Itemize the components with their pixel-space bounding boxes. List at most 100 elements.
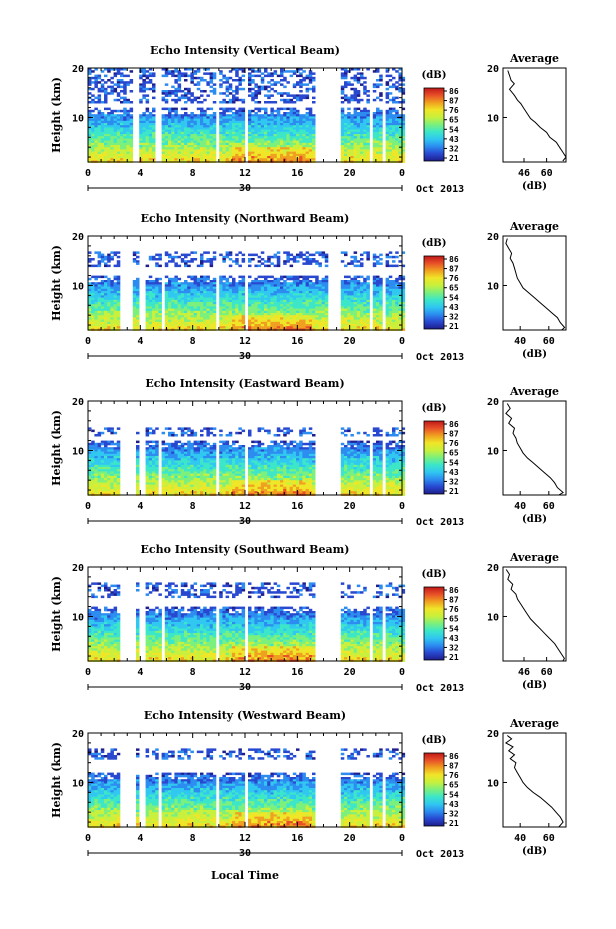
heatmap-cell: [228, 293, 233, 296]
heatmap-cell: [299, 120, 303, 124]
heatmap-cell: [308, 315, 313, 318]
heatmap-cell: [312, 125, 316, 128]
heatmap-cell: [222, 125, 226, 128]
heatmap-cell: [190, 319, 194, 323]
heatmap-cell: [302, 284, 306, 287]
heatmap-cell: [305, 295, 310, 298]
heatmap-cell: [401, 76, 406, 80]
heatmap-cell: [174, 123, 178, 126]
heatmap-cell: [184, 125, 188, 128]
heatmap-cell: [379, 79, 383, 82]
heatmap-cell: [264, 277, 268, 281]
heatmap-cell: [257, 127, 262, 130]
heatmap-cell: [136, 317, 140, 320]
heatmap-cell: [267, 156, 271, 159]
heatmap-cell: [219, 112, 223, 115]
heatmap-cell: [209, 156, 214, 159]
heatmap-cell: [91, 308, 95, 312]
heatmap-cell: [273, 313, 278, 316]
heatmap-cell: [190, 286, 194, 290]
heatmap-cell: [225, 304, 230, 307]
heatmap-cell: [187, 264, 191, 268]
heatmap-cell: [267, 315, 271, 318]
heatmap-cell: [344, 319, 348, 323]
heatmap-cell: [392, 114, 396, 117]
heatmap-cell: [222, 116, 226, 119]
heatmap-cell: [225, 321, 230, 325]
heatmap-cell: [385, 304, 390, 307]
heatmap-cell: [305, 293, 310, 296]
heatmap-cell: [257, 297, 262, 301]
heatmap-cell: [139, 114, 143, 117]
heatmap-cell: [318, 293, 322, 296]
heatmap-cell: [315, 262, 319, 265]
heatmap-cell: [318, 297, 322, 301]
heatmap-cell: [174, 315, 178, 318]
heatmap-cell: [168, 147, 172, 150]
heatmap-cell: [344, 317, 348, 320]
heatmap-cell: [174, 101, 178, 104]
heatmap-cell: [276, 262, 281, 265]
heatmap-cell: [129, 109, 134, 113]
heatmap-cell: [184, 324, 188, 327]
heatmap-cell: [292, 151, 297, 155]
heatmap-cell: [126, 81, 130, 84]
heatmap-cell: [161, 156, 166, 159]
heatmap-cell: [200, 304, 204, 307]
heatmap-cell: [161, 158, 166, 161]
heatmap-cell: [110, 131, 114, 135]
heatmap-cell: [164, 264, 169, 268]
heatmap-cell: [120, 134, 124, 137]
heatmap-cell: [136, 260, 140, 263]
heatmap-cell: [356, 153, 361, 157]
heatmap-cell: [350, 324, 354, 327]
heatmap-cell: [264, 306, 268, 309]
heatmap-cell: [276, 136, 281, 139]
heatmap-cell: [228, 321, 233, 325]
heatmap-cell: [209, 76, 214, 80]
heatmap-cell: [286, 138, 290, 141]
heatmap-cell: [289, 109, 294, 113]
heatmap-cell: [164, 83, 169, 86]
heatmap-cell: [110, 120, 114, 124]
heatmap-cell: [164, 94, 169, 97]
heatmap-cell: [228, 125, 233, 128]
heatmap-cell: [360, 127, 364, 130]
heatmap-cell: [174, 251, 178, 254]
heatmap-cell: [264, 140, 268, 144]
heatmap-cell: [260, 81, 265, 84]
heatmap-cell: [395, 286, 399, 290]
heatmap-cell: [190, 94, 194, 97]
heatmap-cell: [340, 156, 345, 159]
heatmap-cell: [113, 308, 118, 312]
heatmap-cell: [308, 145, 313, 148]
heatmap-cell: [107, 286, 111, 290]
heatmap-cell: [145, 138, 150, 141]
heatmap-cell: [206, 313, 210, 316]
heatmap-cell: [212, 284, 217, 287]
heatmap-cell: [206, 107, 210, 111]
heatmap-cell: [171, 286, 175, 290]
heatmap-cell: [360, 158, 364, 161]
heatmap-cell: [120, 156, 124, 159]
heatmap-cell: [379, 123, 383, 126]
heatmap-cell: [232, 286, 236, 290]
heatmap-cell: [376, 310, 380, 314]
heatmap-cell: [91, 297, 95, 301]
heatmap-cell: [398, 125, 402, 128]
heatmap-cell: [292, 70, 297, 73]
heatmap-cell: [273, 315, 278, 318]
heatmap-cell: [251, 81, 255, 84]
heatmap-cell: [363, 317, 367, 320]
heatmap-cell: [212, 258, 217, 261]
heatmap-cell: [251, 118, 255, 122]
heatmap-cell: [398, 90, 402, 93]
heatmap-cell: [203, 134, 207, 137]
heatmap-cell: [132, 302, 137, 305]
heatmap-cell: [401, 123, 406, 126]
heatmap-cell: [372, 151, 377, 155]
heatmap-cell: [152, 288, 156, 292]
heatmap-cell: [305, 280, 310, 283]
heatmap-cell: [248, 72, 252, 75]
heatmap-cell: [142, 131, 146, 135]
